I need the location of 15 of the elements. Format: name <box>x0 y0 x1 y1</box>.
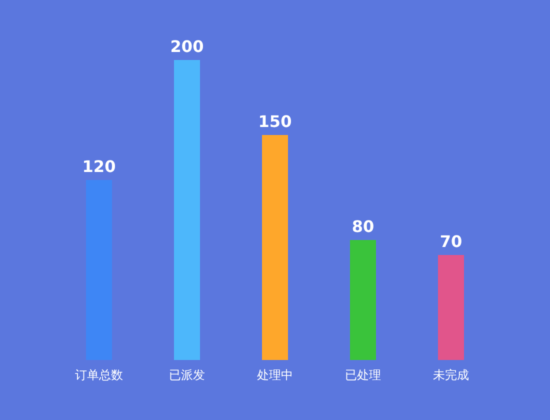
bar <box>350 240 376 360</box>
data-label: 150 <box>258 112 292 131</box>
bar <box>262 135 288 360</box>
data-label: 80 <box>352 217 374 236</box>
data-label: 70 <box>440 232 462 251</box>
x-tick-label: 未完成 <box>433 368 469 382</box>
bar <box>438 255 464 360</box>
x-tick-label: 处理中 <box>257 368 293 382</box>
x-tick-label: 已派发 <box>169 368 205 382</box>
x-tick-label: 已处理 <box>345 368 381 382</box>
data-label: 200 <box>170 37 204 56</box>
bar <box>174 60 200 360</box>
data-label: 120 <box>82 157 116 176</box>
bar <box>86 180 112 360</box>
x-tick-label: 订单总数 <box>75 368 123 382</box>
